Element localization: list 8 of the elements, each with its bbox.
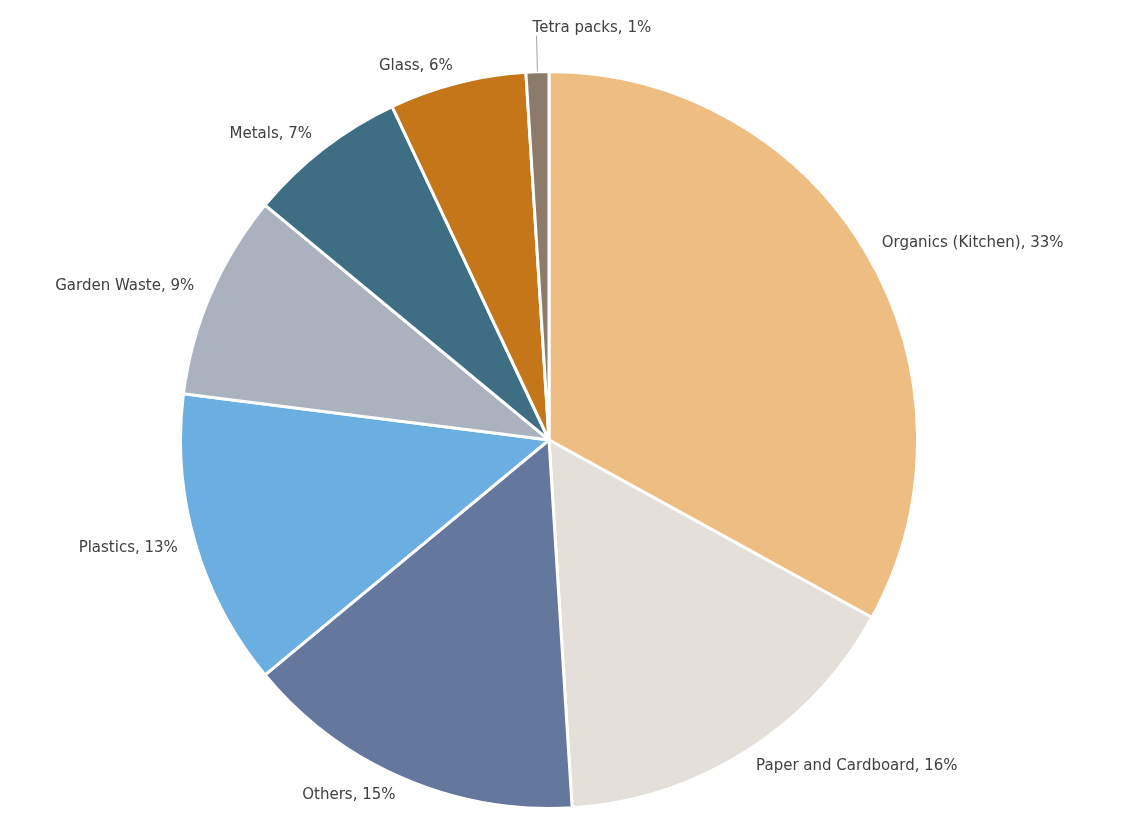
slice-label: Paper and Cardboard, 16% bbox=[756, 756, 958, 775]
slice-label: Metals, 7% bbox=[229, 124, 313, 143]
slice-label: Garden Waste, 9% bbox=[55, 276, 195, 295]
slice-label: Plastics, 13% bbox=[78, 537, 178, 556]
slice-label: Organics (Kitchen), 33% bbox=[881, 233, 1064, 252]
slice-label: Others, 15% bbox=[302, 784, 396, 803]
slice-label: Tetra packs, 1% bbox=[531, 17, 652, 36]
slice-label: Glass, 6% bbox=[378, 55, 453, 74]
